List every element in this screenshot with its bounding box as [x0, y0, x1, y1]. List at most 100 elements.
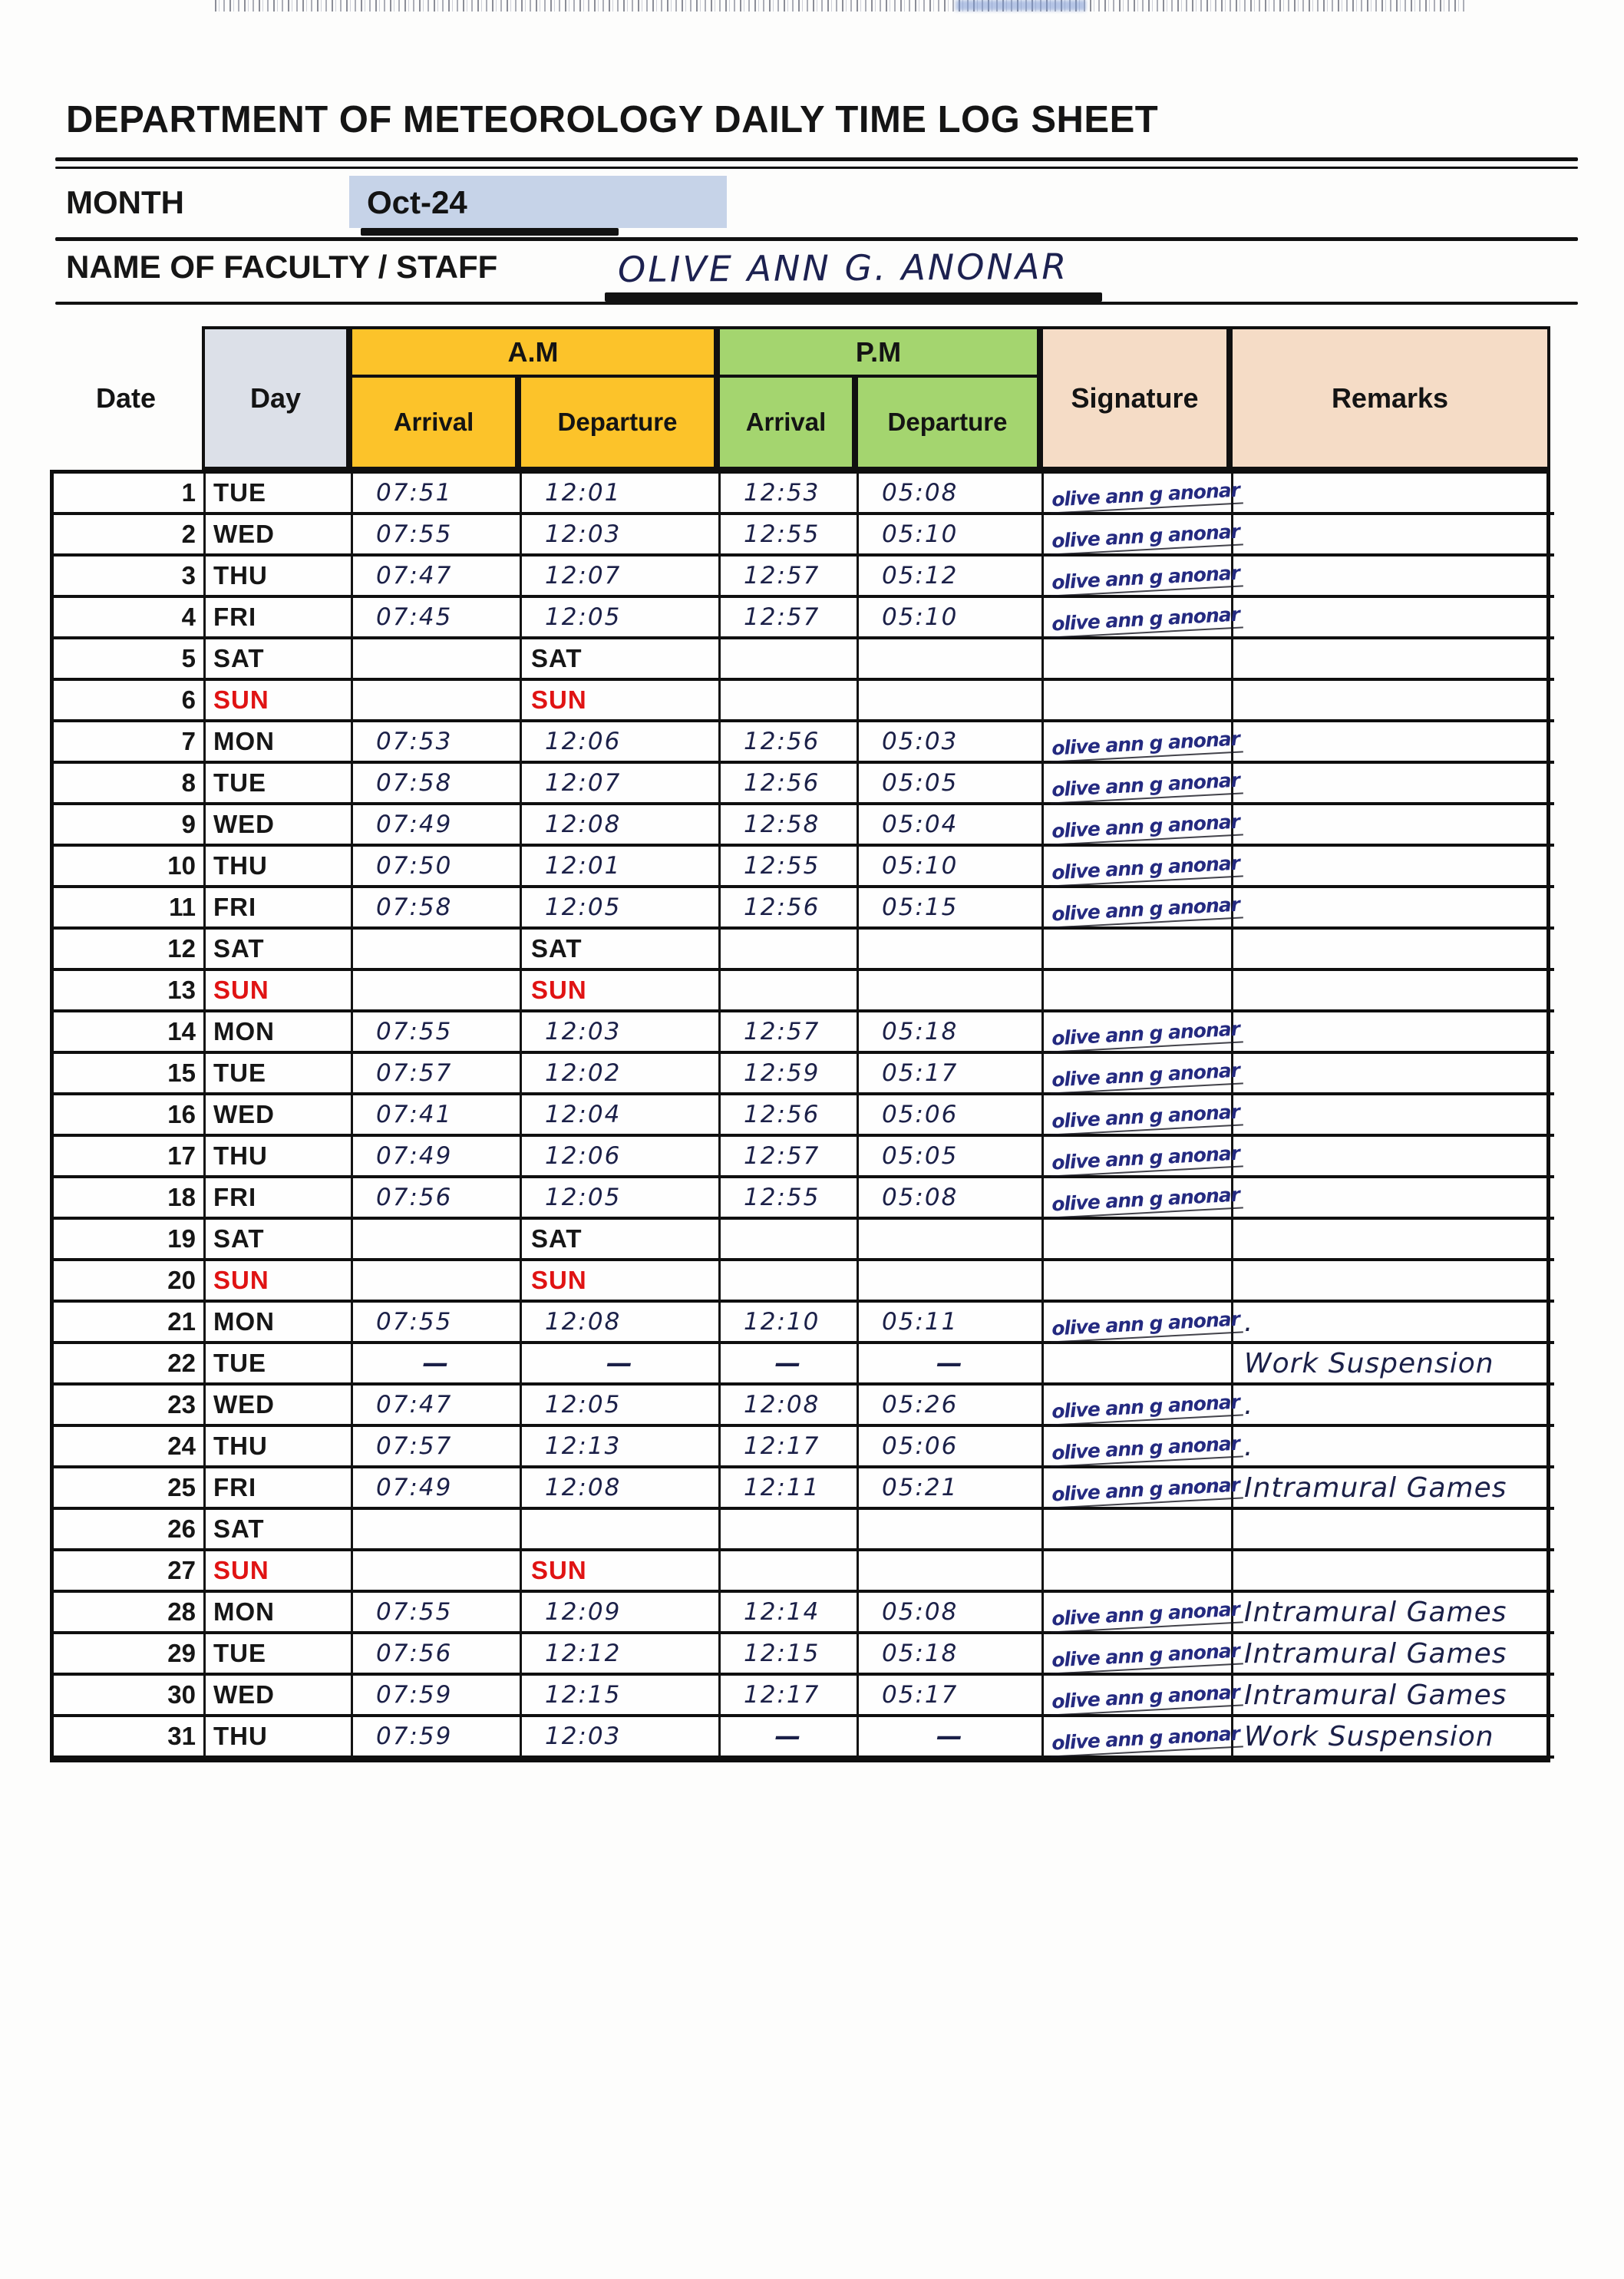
document-title: DEPARTMENT OF METEOROLOGY DAILY TIME LOG… [66, 99, 1159, 140]
scanner-artifact-band [215, 0, 1466, 12]
am-departure-cell: 12:13 [522, 1427, 721, 1468]
handwritten-signature: olive ann g anonar [1049, 477, 1243, 514]
pm-departure-cell [859, 1510, 1044, 1551]
day-cell: TUE [206, 1634, 353, 1676]
am-departure-cell: SUN [522, 971, 721, 1012]
column-header-am-arrival: Arrival [349, 375, 518, 470]
pm-arrival-cell [721, 930, 859, 971]
remarks-cell: . [1233, 1427, 1554, 1468]
handwritten-signature: olive ann g anonar [1049, 850, 1243, 887]
am-departure-cell: 12:01 [522, 847, 721, 888]
am-departure-cell: 12:01 [522, 474, 721, 515]
am-arrival-cell: 07:57 [353, 1054, 522, 1095]
remarks-cell [1233, 1261, 1554, 1303]
date-cell: 12 [54, 930, 206, 971]
pm-departure-cell: 05:05 [859, 1137, 1044, 1178]
day-cell: SAT [206, 1510, 353, 1551]
pm-arrival-cell: 12:57 [721, 1137, 859, 1178]
pm-arrival-cell: 12:14 [721, 1593, 859, 1634]
handwritten-signature: olive ann g anonar [1049, 768, 1243, 804]
am-arrival-cell [353, 971, 522, 1012]
day-cell: WED [206, 1386, 353, 1427]
am-arrival-cell [353, 1551, 522, 1593]
date-cell: 26 [54, 1510, 206, 1551]
pm-arrival-cell: 12:56 [721, 764, 859, 805]
signature-cell: olive ann g anonar [1044, 1468, 1243, 1510]
am-arrival-cell: 07:55 [353, 1593, 522, 1634]
date-cell: 16 [54, 1095, 206, 1137]
remarks-cell: Intramural Games [1233, 1468, 1554, 1510]
pm-departure-cell: 05:08 [859, 474, 1044, 515]
am-arrival-cell [353, 681, 522, 722]
signature-cell: olive ann g anonar [1044, 1303, 1243, 1344]
pm-arrival-cell: 12:56 [721, 888, 859, 930]
faculty-name-handwritten: OLIVE ANN G. ANONAR [617, 245, 1069, 291]
handwritten-signature: olive ann g anonar [1049, 1597, 1243, 1633]
pm-departure-cell: 05:26 [859, 1386, 1044, 1427]
am-arrival-cell: 07:56 [353, 1634, 522, 1676]
day-cell: THU [206, 847, 353, 888]
am-departure-cell: 12:08 [522, 805, 721, 847]
am-arrival-cell: 07:53 [353, 722, 522, 764]
am-departure-cell: 12:02 [522, 1054, 721, 1095]
signature-cell: olive ann g anonar [1044, 1137, 1243, 1178]
handwritten-signature: olive ann g anonar [1049, 519, 1243, 556]
am-arrival-cell: 07:55 [353, 1012, 522, 1054]
date-cell: 20 [54, 1261, 206, 1303]
pm-arrival-cell: 12:15 [721, 1634, 859, 1676]
day-cell: SAT [206, 1220, 353, 1261]
remarks-cell [1233, 557, 1554, 598]
signature-cell: olive ann g anonar [1044, 1095, 1243, 1137]
remarks-cell: . [1233, 1386, 1554, 1427]
pm-departure-cell: 05:18 [859, 1634, 1044, 1676]
am-departure-cell: 12:05 [522, 888, 721, 930]
pm-departure-cell: 05:06 [859, 1095, 1044, 1137]
time-log-table-body: 1 TUE 07:51 12:01 12:53 05:08 olive ann g anon… [50, 470, 1554, 1762]
signature-cell: olive ann g anonar [1044, 1427, 1243, 1468]
pm-arrival-cell: 12:17 [721, 1427, 859, 1468]
day-cell: WED [206, 805, 353, 847]
day-cell: THU [206, 1427, 353, 1468]
signature-cell: olive ann g anonar [1044, 888, 1243, 930]
signature-cell: olive ann g anonar [1044, 764, 1243, 805]
pm-departure-cell: 05:17 [859, 1054, 1044, 1095]
day-cell: FRI [206, 598, 353, 639]
remarks-cell [1233, 722, 1554, 764]
pm-departure-cell: 05:04 [859, 805, 1044, 847]
remarks-cell: Intramural Games [1233, 1593, 1554, 1634]
remarks-cell [1233, 1551, 1554, 1593]
day-cell: MON [206, 1012, 353, 1054]
pm-departure-cell: 05:21 [859, 1468, 1044, 1510]
am-departure-cell: SUN [522, 681, 721, 722]
pm-arrival-cell [721, 681, 859, 722]
signature-cell: olive ann g anonar [1044, 598, 1243, 639]
signature-cell [1044, 1220, 1233, 1261]
signature-cell: olive ann g anonar [1044, 1634, 1243, 1676]
signature-cell [1044, 1261, 1233, 1303]
pm-departure-cell: 05:08 [859, 1178, 1044, 1220]
signature-cell: olive ann g anonar [1044, 515, 1243, 557]
pm-departure-cell [859, 1551, 1044, 1593]
am-arrival-cell: 07:59 [353, 1676, 522, 1717]
date-cell: 27 [54, 1551, 206, 1593]
signature-cell: olive ann g anonar [1044, 722, 1243, 764]
pm-departure-cell: 05:10 [859, 515, 1044, 557]
pm-arrival-cell: 12:57 [721, 557, 859, 598]
signature-cell [1044, 681, 1233, 722]
am-departure-cell: 12:15 [522, 1676, 721, 1717]
pm-arrival-cell: 12:55 [721, 1178, 859, 1220]
day-cell: MON [206, 722, 353, 764]
am-arrival-cell: 07:47 [353, 1386, 522, 1427]
day-cell: SUN [206, 681, 353, 722]
remarks-cell [1233, 764, 1554, 805]
remarks-cell: Intramural Games [1233, 1634, 1554, 1676]
am-departure-cell: 12:05 [522, 598, 721, 639]
handwritten-signature: olive ann g anonar [1049, 1721, 1243, 1758]
day-cell: SUN [206, 1551, 353, 1593]
name-row-rule [55, 302, 1578, 305]
date-cell: 14 [54, 1012, 206, 1054]
remarks-cell: Intramural Games [1233, 1676, 1554, 1717]
am-arrival-cell [353, 1220, 522, 1261]
handwritten-signature: olive ann g anonar [1049, 560, 1243, 597]
signature-cell [1044, 1510, 1233, 1551]
